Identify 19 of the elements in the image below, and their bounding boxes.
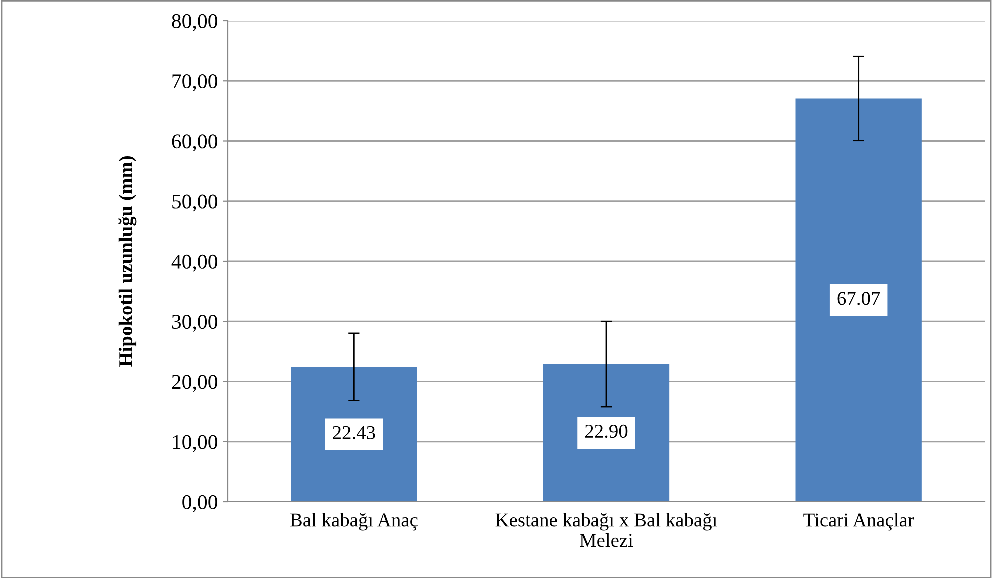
bar bbox=[796, 98, 922, 502]
bar bbox=[291, 367, 418, 502]
y-tick-label: 80,00 bbox=[172, 14, 218, 32]
x-tick-label: Kestane kabağı x Bal kabağı Melezi bbox=[496, 513, 718, 548]
y-tick-label: 10,00 bbox=[173, 435, 218, 452]
y-tick-label: 0,00 bbox=[182, 495, 218, 512]
data-label: 22.90 bbox=[585, 424, 628, 438]
y-tick-label: 20,00 bbox=[172, 375, 218, 392]
y-tick-label: 30,00 bbox=[172, 315, 218, 332]
y-tick-label: 70,00 bbox=[172, 74, 218, 92]
y-tick-label: 60,00 bbox=[172, 134, 218, 152]
y-axis-title: Hipokotil uzunluğu (mm) bbox=[118, 156, 137, 368]
y-tick-label: 50,00 bbox=[172, 194, 218, 212]
data-label: 67.07 bbox=[838, 292, 880, 306]
data-label: 22.43 bbox=[333, 426, 376, 440]
bar bbox=[543, 364, 670, 502]
x-tick-label: Ticari Anaçlar bbox=[804, 513, 914, 531]
x-tick-label: Bal kabağı Anaç bbox=[290, 513, 418, 531]
y-tick-label: 40,00 bbox=[172, 254, 218, 272]
